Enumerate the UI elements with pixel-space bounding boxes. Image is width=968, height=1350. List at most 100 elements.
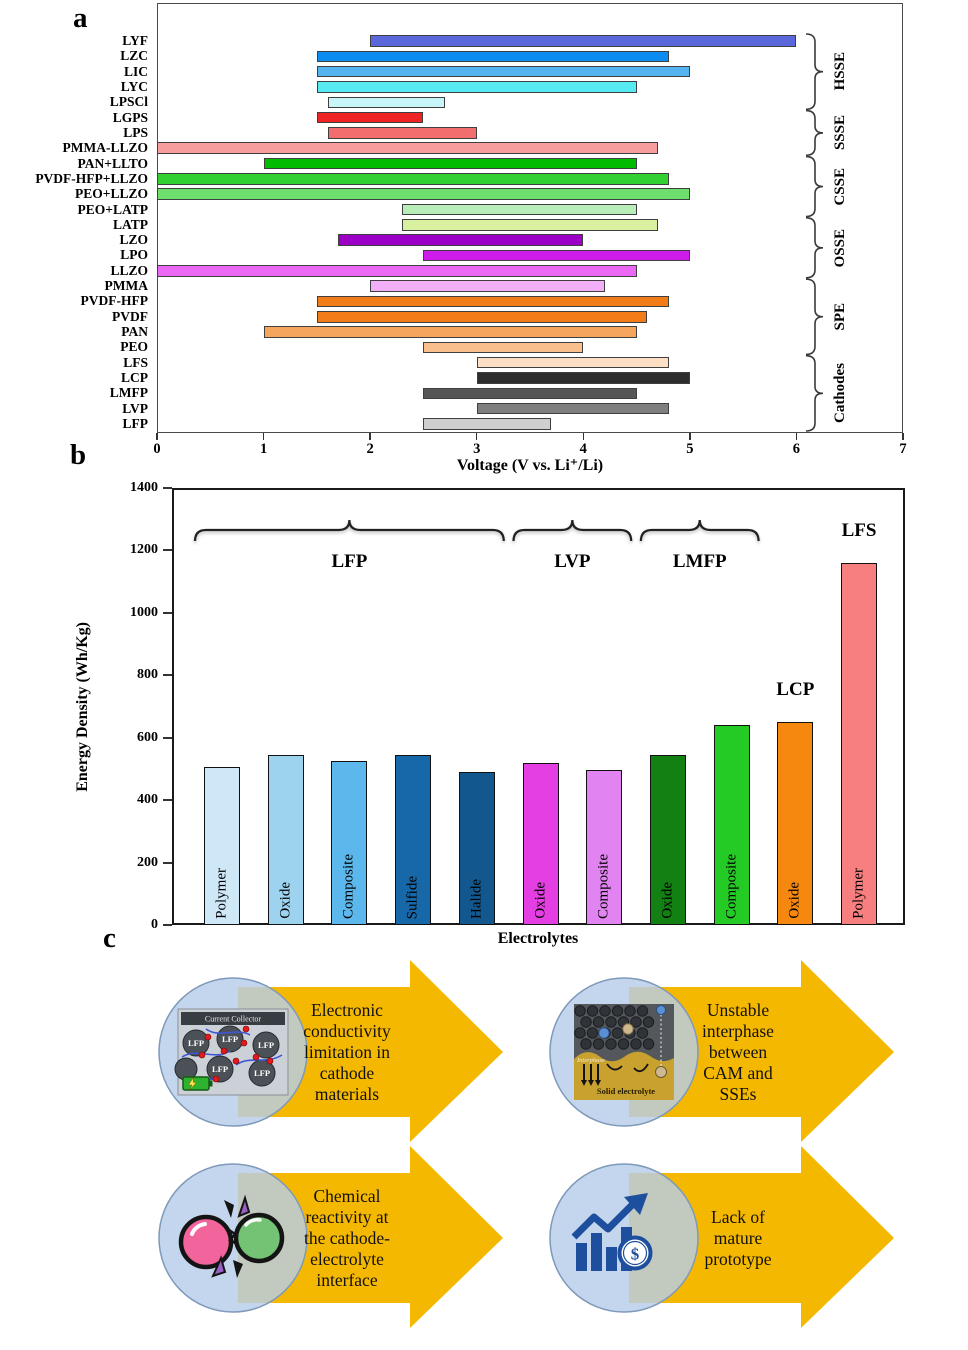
colliding-particles-icon bbox=[178, 1194, 285, 1278]
oxygen-dot bbox=[266, 1057, 274, 1065]
challenge-text-line: cathode bbox=[319, 1063, 375, 1083]
lfp-particle-label: LFP bbox=[212, 1064, 228, 1074]
challenge-arrow bbox=[238, 960, 503, 1142]
energy-bar-lfp-polymer: Polymer bbox=[204, 767, 240, 925]
energy-bar-label-composite: Composite bbox=[595, 853, 612, 919]
row-label-lpscl: LPSCl bbox=[109, 94, 148, 110]
cam-sphere bbox=[611, 1027, 624, 1039]
energy-bar-label-halide: Halide bbox=[468, 879, 485, 919]
voltage-bar-pvdf bbox=[316, 311, 648, 323]
challenge-arrow bbox=[238, 1146, 503, 1328]
group-label-spe: SPE bbox=[831, 302, 848, 331]
voltage-bar-peo bbox=[423, 341, 584, 354]
energy-bar-label-polymer: Polymer bbox=[213, 868, 230, 919]
energy-bar-lfp-sulfide: Sulfide bbox=[395, 754, 432, 925]
challenge-arrow bbox=[629, 1146, 894, 1328]
x-tick-7 bbox=[902, 433, 904, 440]
voltage-bar-lpscl bbox=[327, 96, 445, 109]
cam-sphere bbox=[605, 1038, 617, 1050]
cam-sphere bbox=[636, 1005, 649, 1017]
oxygen-dot bbox=[242, 1025, 250, 1033]
row-label-lcp: LCP bbox=[121, 370, 148, 386]
oxygen-dot bbox=[232, 1057, 240, 1065]
challenge-item-graphic-1: Current Collector LFP LFP LFP LFP LFP bbox=[158, 960, 503, 1142]
voltage-bar-pvdf-hfp bbox=[316, 295, 669, 308]
x-tick-label-1: 1 bbox=[259, 441, 268, 457]
battery-icon bbox=[182, 1076, 210, 1091]
cam-sphere bbox=[574, 1027, 586, 1039]
spark bbox=[211, 1255, 227, 1278]
challenge-item-3: Chemical reactivity at the cathode-electro… bbox=[151, 1138, 621, 1343]
lfp-particle-label: LFP bbox=[188, 1038, 204, 1048]
row-label-lgps: LGPS bbox=[112, 109, 148, 125]
challenge-text-line: interface bbox=[316, 1270, 378, 1290]
challenge-text-line: mature bbox=[713, 1227, 763, 1248]
oxygen-dot bbox=[240, 1039, 248, 1047]
cathode-group-label-lmfp: LMFP bbox=[672, 551, 727, 572]
spark bbox=[224, 1200, 234, 1218]
voltage-bar-lzc bbox=[316, 50, 669, 63]
solid-electrolyte-label: Solid electrolyte bbox=[597, 1086, 655, 1096]
row-label-lfp: LFP bbox=[122, 416, 149, 431]
row-label-lmfp: LMFP bbox=[109, 385, 148, 401]
energy-bar-lvp-oxide: Oxide bbox=[522, 762, 559, 925]
lfp-particle bbox=[252, 1031, 280, 1059]
cam-sphere bbox=[592, 1038, 605, 1050]
energy-bar-label-sulfide: Sulfide bbox=[404, 875, 421, 919]
cam-sphere bbox=[624, 1005, 636, 1017]
row-label-peo-llzo: PEO+LLZO bbox=[75, 186, 148, 202]
oxygen-dot bbox=[204, 1033, 212, 1041]
trend-arrow-head bbox=[624, 1193, 648, 1215]
y-tick-label-400: 400 bbox=[137, 792, 158, 808]
y-tick-label-800: 800 bbox=[137, 667, 158, 683]
oxygen-dot bbox=[212, 1075, 220, 1083]
energy-bar-label-composite: Composite bbox=[340, 853, 357, 919]
current-collector-label: Current Collector bbox=[205, 1015, 262, 1024]
x-tick-0 bbox=[156, 433, 158, 440]
x-tick-label-2: 2 bbox=[366, 441, 374, 457]
cam-sphere bbox=[630, 1016, 642, 1028]
row-label-lfs: LFS bbox=[123, 354, 148, 370]
group-label-wrap-cathodes: Cathodes bbox=[827, 356, 853, 431]
conduction-path-line bbox=[235, 1054, 283, 1066]
voltage-bar-pan-llto bbox=[263, 157, 637, 170]
curved-arrow bbox=[633, 1063, 649, 1073]
challenge-item-1: Current Collector LFP LFP LFP LFP LFP Electron… bbox=[151, 952, 621, 1157]
interphase-label: Interphase bbox=[576, 1057, 605, 1064]
down-arrow-head bbox=[595, 1080, 601, 1086]
challenge-text-2: Unstable interphase between CAM and SSEs bbox=[646, 1000, 830, 1105]
challenge-text-line: Electronic bbox=[311, 1000, 383, 1020]
cam-sphere bbox=[642, 1038, 655, 1050]
impact-zigzag bbox=[228, 1228, 238, 1246]
challenge-text-line: the cathode- bbox=[304, 1228, 390, 1248]
energy-bar-label-composite: Composite bbox=[723, 853, 740, 919]
group-label-cathodes: Cathodes bbox=[831, 363, 848, 424]
challenge-item-4: $ Lack of mature prototype bbox=[542, 1138, 968, 1343]
lfp-particle-label: LFP bbox=[258, 1040, 274, 1050]
x-tick-label-4: 4 bbox=[579, 441, 587, 457]
voltage-bar-lpo bbox=[423, 249, 690, 262]
y-tick-0 bbox=[163, 924, 172, 926]
challenge-text-line: between bbox=[708, 1042, 768, 1062]
challenge-text-line: prototype bbox=[704, 1248, 772, 1269]
cathode-group-label-lfs: LFS bbox=[841, 519, 877, 541]
x-tick-6 bbox=[795, 433, 798, 440]
highlight bbox=[244, 1218, 262, 1227]
x-tick-4 bbox=[582, 433, 585, 440]
x-tick-3 bbox=[475, 433, 478, 440]
panel-b-letter: b bbox=[70, 439, 87, 471]
x-tick-2 bbox=[369, 433, 371, 440]
x-tick-5 bbox=[689, 433, 691, 440]
row-label-latp: LATP bbox=[112, 216, 148, 232]
row-label-lic: LIC bbox=[123, 63, 148, 79]
y-tick-800 bbox=[163, 674, 172, 677]
cam-sphere bbox=[586, 1005, 599, 1017]
row-label-pvdf-hfp: PVDF-HFP bbox=[80, 293, 148, 309]
y-tick-1000 bbox=[163, 611, 172, 614]
group-label-hsse: HSSE bbox=[831, 52, 848, 91]
voltage-bar-pan bbox=[263, 326, 637, 338]
challenge-text-1: Electronic conductivity limitation in catho… bbox=[255, 1000, 439, 1105]
oxygen-dot bbox=[220, 1047, 228, 1055]
oxygen-dot bbox=[198, 1051, 206, 1059]
